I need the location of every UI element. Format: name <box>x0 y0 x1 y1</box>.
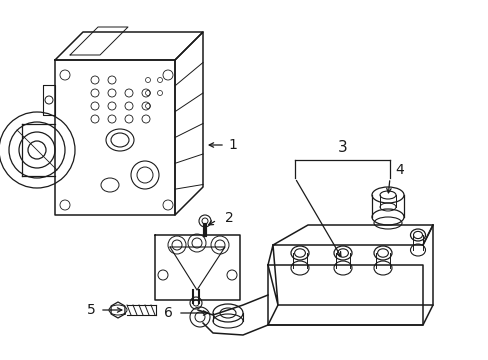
Text: 4: 4 <box>394 163 403 177</box>
Text: 2: 2 <box>224 211 233 225</box>
Text: 5: 5 <box>87 303 96 317</box>
Text: 6: 6 <box>164 306 173 320</box>
Text: 1: 1 <box>227 138 236 152</box>
Text: 3: 3 <box>337 140 346 155</box>
